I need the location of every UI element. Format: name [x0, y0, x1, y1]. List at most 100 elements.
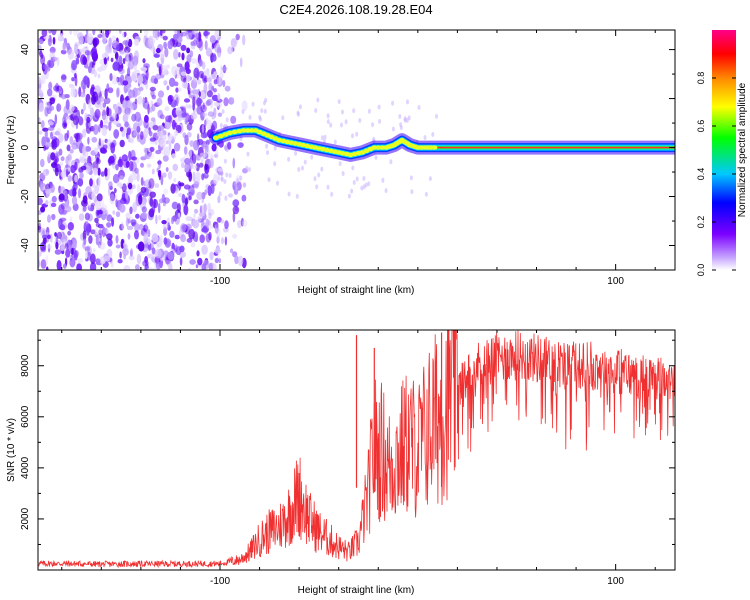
noise-speckle: [132, 202, 138, 213]
noise-speckle: [90, 253, 96, 264]
noise-speckle: [95, 258, 101, 264]
noise-speckle: [177, 203, 181, 213]
noise-speckle: [97, 34, 103, 39]
noise-speckle: [162, 35, 168, 41]
noise-speckle: [185, 216, 192, 222]
noise-speckle: [177, 192, 183, 198]
noise-speckle: [71, 196, 78, 206]
noise-speckle: [90, 205, 94, 212]
noise-speckle: [124, 106, 131, 116]
noise-speckle: [119, 251, 122, 259]
noise-speckle: [129, 135, 135, 144]
noise-speckle: [220, 219, 225, 224]
noise-speckle: [57, 33, 64, 40]
noise-speckle: [148, 78, 155, 83]
noise-speckle: [143, 100, 150, 110]
x-tick-label: 100: [607, 576, 624, 587]
noise-speckle: [50, 56, 54, 68]
noise-speckle: [264, 97, 268, 103]
ridge-blob: [226, 130, 233, 136]
noise-speckle: [424, 191, 428, 197]
noise-speckle: [222, 80, 226, 88]
noise-speckle: [219, 170, 224, 176]
noise-speckle: [107, 238, 113, 247]
noise-speckle: [103, 57, 107, 65]
noise-speckle: [364, 182, 368, 188]
noise-speckle: [109, 193, 115, 205]
noise-speckle: [51, 213, 56, 221]
noise-speckle: [130, 250, 133, 257]
noise-speckle: [102, 102, 107, 108]
noise-speckle: [45, 188, 52, 195]
noise-speckle: [38, 88, 42, 97]
noise-speckle: [211, 73, 217, 80]
noise-speckle: [160, 64, 168, 76]
noise-speckle: [115, 211, 121, 218]
noise-speckle: [214, 42, 221, 53]
noise-speckle: [99, 59, 105, 65]
noise-speckle: [174, 130, 179, 136]
noise-speckle: [99, 96, 104, 102]
noise-speckle: [48, 81, 53, 91]
noise-speckle: [106, 214, 113, 222]
noise-speckle: [74, 43, 79, 55]
noise-speckle: [90, 84, 95, 95]
noise-speckle: [83, 238, 87, 245]
noise-speckle: [164, 106, 170, 112]
noise-speckle: [167, 171, 173, 180]
noise-speckle: [151, 103, 156, 112]
noise-speckle: [248, 114, 252, 120]
noise-speckle: [157, 30, 160, 38]
noise-speckle: [211, 54, 217, 62]
noise-speckle: [217, 52, 222, 58]
noise-speckle: [130, 174, 138, 181]
noise-speckle: [179, 245, 185, 253]
noise-speckle: [95, 222, 100, 228]
noise-speckle: [155, 47, 161, 54]
noise-speckle: [149, 146, 155, 152]
noise-speckle: [54, 114, 58, 125]
noise-speckle: [118, 55, 123, 66]
noise-speckle: [195, 162, 200, 172]
noise-speckle: [195, 171, 201, 182]
noise-speckle: [98, 229, 103, 235]
noise-speckle: [403, 116, 407, 122]
noise-speckle: [102, 204, 108, 215]
noise-speckle: [201, 198, 204, 204]
noise-speckle: [45, 266, 49, 270]
noise-speckle: [51, 30, 57, 36]
noise-speckle: [47, 126, 55, 131]
noise-speckle: [54, 249, 62, 255]
noise-speckle: [341, 171, 345, 176]
noise-speckle: [134, 38, 140, 47]
noise-speckle: [60, 171, 66, 178]
noise-speckle: [323, 134, 327, 140]
noise-speckle: [176, 63, 183, 68]
noise-speckle: [118, 77, 122, 82]
noise-speckle: [111, 217, 115, 227]
noise-speckle: [94, 100, 102, 108]
noise-speckle: [194, 32, 198, 43]
noise-speckle: [232, 211, 236, 223]
noise-speckle: [241, 100, 248, 112]
noise-speckle: [172, 163, 179, 172]
noise-speckle: [204, 189, 208, 196]
noise-speckle: [180, 234, 187, 243]
noise-speckle: [153, 198, 157, 209]
noise-speckle: [50, 131, 53, 140]
noise-speckle: [163, 188, 168, 195]
noise-speckle: [217, 174, 221, 181]
noise-speckle: [149, 106, 153, 113]
noise-speckle: [93, 248, 96, 253]
noise-speckle: [111, 75, 118, 85]
noise-speckle: [82, 230, 87, 241]
noise-speckle: [112, 173, 120, 184]
noise-speckle: [153, 78, 159, 85]
noise-speckle: [423, 135, 427, 141]
noise-speckle: [73, 133, 79, 139]
noise-speckle: [435, 113, 438, 119]
noise-speckle: [99, 234, 102, 246]
noise-speckle: [200, 104, 207, 113]
x-tick-label: 100: [607, 276, 624, 287]
noise-speckle: [196, 191, 204, 201]
